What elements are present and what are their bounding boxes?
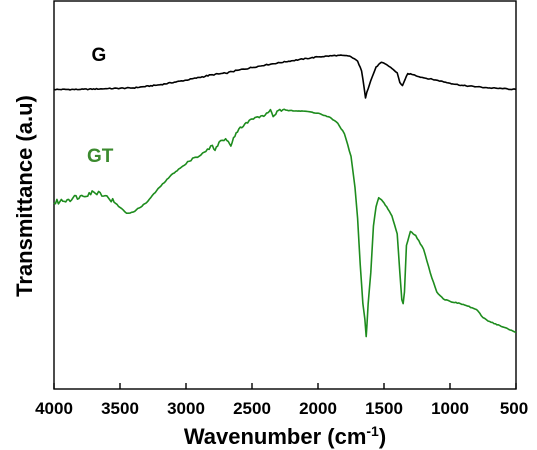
series-label-g: G (91, 45, 106, 66)
x-tick-label: 2000 (299, 399, 337, 418)
annotation-layer: G GT (87, 45, 114, 167)
y-axis-title: Transmittance (a.u) (12, 95, 37, 297)
x-tick-label: 2500 (233, 399, 271, 418)
x-tick-label: 4000 (35, 399, 73, 418)
x-axis-title: Wavenumber (cm-1) (184, 423, 386, 449)
x-tick-label: 500 (500, 399, 528, 418)
x-tick-label: 1500 (365, 399, 403, 418)
series-line-g (53, 54, 517, 99)
plot-frame (53, 0, 517, 390)
x-tick-label: 3000 (167, 399, 205, 418)
x-tick-label: 1000 (431, 399, 469, 418)
x-axis-title-superscript: -1 (366, 423, 379, 439)
series-line-gt (53, 108, 517, 338)
series-label-gt: GT (87, 146, 114, 167)
x-tick-label: 3500 (101, 399, 139, 418)
x-axis-title-main: Wavenumber (cm (184, 424, 367, 449)
series-layer (53, 54, 517, 338)
x-axis-ticks: 4000 3500 3000 2500 2000 1500 1000 500 (35, 383, 528, 418)
x-axis-title-close: ) (379, 424, 386, 449)
